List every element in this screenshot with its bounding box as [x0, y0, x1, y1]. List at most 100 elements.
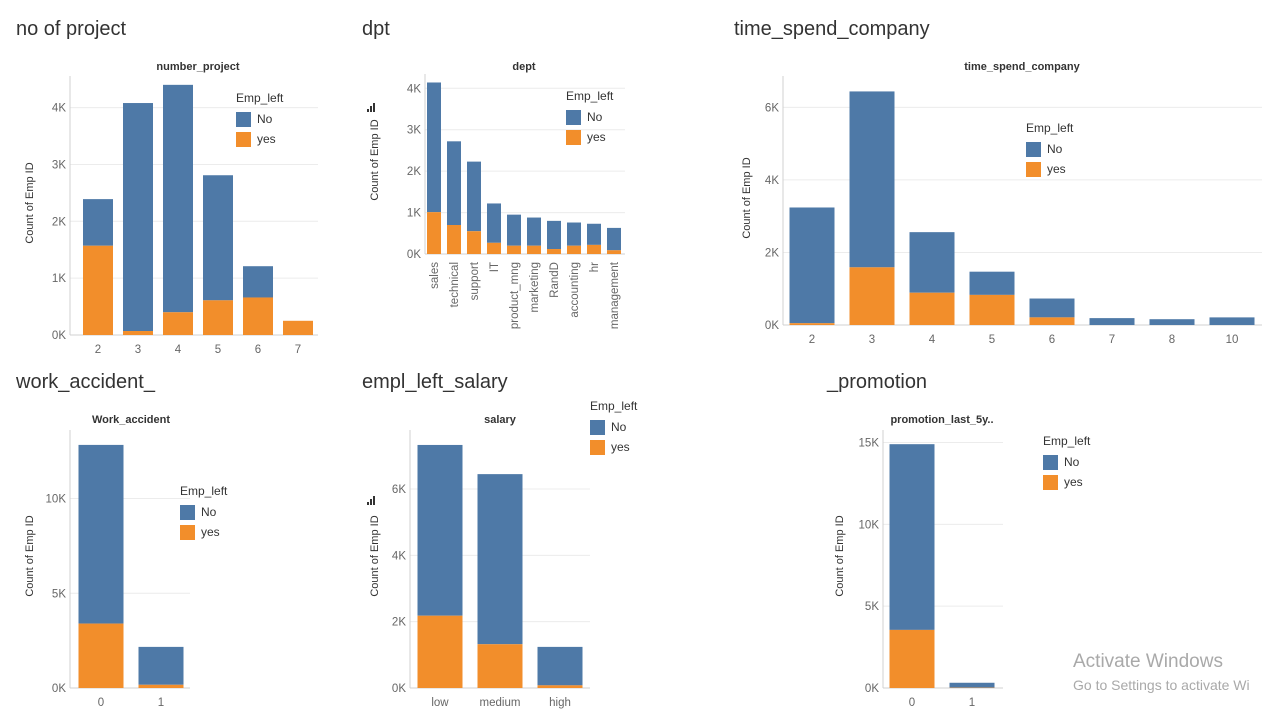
x-tick-label: 3: [869, 334, 875, 346]
bar-yes-support: [467, 231, 481, 254]
bar-yes-1: [138, 684, 184, 688]
x-tick-label: 4: [929, 334, 936, 346]
bar-yes-3: [849, 267, 895, 325]
x-tick-label: product_mng: [509, 262, 521, 329]
legend-label: yes: [1064, 475, 1083, 489]
bar-no-low: [417, 444, 463, 616]
y-tick-label: 0K: [52, 683, 66, 695]
field-menu-icon-bar: [370, 499, 372, 505]
x-tick-label: 2: [809, 334, 815, 346]
x-tick-label: RandD: [549, 262, 561, 298]
bar-no-2: [789, 207, 835, 324]
y-tick-label: 10K: [46, 494, 67, 506]
chart-promotion: promotion_last_5y.. 0K 5K 10K 15K Count of Em…: [834, 414, 1003, 709]
x-tick-label: 1: [969, 697, 975, 709]
y-tick-label: 4K: [52, 103, 66, 115]
bar-no-0: [78, 444, 124, 624]
legend-label: yes: [587, 130, 606, 144]
y-tick-label: 3K: [52, 159, 66, 171]
field-menu-icon-bar: [373, 496, 375, 505]
chart-title: number_project: [156, 61, 239, 73]
bar-no-marketing: [527, 217, 541, 246]
legend-swatch: [180, 504, 195, 520]
legend-dpt: Emp_left No yes: [566, 89, 613, 147]
y-tick-label: 3K: [407, 125, 421, 137]
chart-title: dept: [512, 61, 536, 73]
y-tick-label: 0K: [765, 320, 779, 332]
legend-swatch: [1026, 161, 1041, 177]
bar-no-3: [123, 103, 153, 332]
y-tick-label: 0K: [52, 330, 66, 342]
y-tick-label: 2K: [765, 247, 779, 259]
bar-no-high: [537, 646, 583, 686]
legend-item-yes: yes: [1043, 472, 1090, 492]
y-tick-label: 2K: [52, 216, 66, 228]
chart-title: Work_accident: [92, 414, 170, 426]
x-tick-label: 5: [215, 344, 221, 356]
x-tick-label: 6: [255, 344, 261, 356]
bar-no-support: [467, 161, 481, 232]
x-tick-label: 1: [158, 697, 164, 709]
bar-no-hr: [587, 223, 601, 245]
chart-no-of-project: number_project 0K 1K 2K 3K 4K Count of Emp ID 2…: [24, 61, 318, 356]
field-menu-icon-bar: [370, 106, 372, 112]
y-axis-label: Count of Emp ID: [834, 515, 846, 596]
legend-promotion: Emp_left No yes: [1043, 434, 1090, 492]
field-menu-icon: [367, 103, 375, 112]
y-tick-label: 2K: [392, 617, 406, 629]
bar-no-1: [138, 646, 184, 685]
legend-item-no: No: [1026, 139, 1073, 159]
bar-yes-4: [909, 292, 955, 325]
legend-label: No: [611, 420, 627, 434]
bar-no-product_mng: [507, 214, 521, 246]
bar-no-1: [949, 682, 995, 688]
y-tick-label: 15K: [859, 438, 880, 450]
legend-item-yes: yes: [566, 127, 613, 147]
sheet-title-work-accident: work_accident_: [16, 371, 155, 393]
bar-yes-5: [969, 294, 1015, 325]
legend-label: No: [1047, 142, 1063, 156]
legend-title: Emp_left: [566, 89, 614, 103]
x-tick-label: marketing: [529, 262, 541, 313]
y-tick-label: 6K: [392, 484, 406, 496]
legend-item-no: No: [236, 109, 283, 129]
sheet-title-dpt: dpt: [362, 18, 390, 40]
bar-yes-2: [789, 323, 835, 325]
legend-item-yes: yes: [1026, 159, 1073, 179]
bar-no-6: [1029, 298, 1075, 318]
bar-yes-0: [78, 623, 124, 688]
bar-yes-RandD: [547, 249, 561, 254]
bar-yes-2: [83, 245, 113, 335]
bar-yes-6: [1029, 317, 1075, 325]
bar-no-management: [607, 227, 621, 251]
legend-label: No: [587, 110, 603, 124]
bar-no-7: [1089, 318, 1135, 325]
activate-windows-title: Activate Windows: [1073, 651, 1223, 672]
legend-label: yes: [257, 132, 276, 146]
legend-label: No: [257, 112, 273, 126]
x-tick-label: 8: [1169, 334, 1175, 346]
legend-label: No: [201, 505, 217, 519]
y-axis-label: Count of Emp ID: [741, 157, 753, 238]
bar-yes-hr: [587, 244, 601, 254]
chart-title: salary: [484, 414, 517, 426]
sheet-title-time-spend-company: time_spend_company: [734, 18, 930, 40]
y-tick-label: 10K: [859, 519, 880, 531]
field-menu-icon-bar: [367, 502, 369, 505]
legend-item-yes: yes: [180, 522, 227, 542]
activate-windows-subtitle: Go to Settings to activate Wi: [1073, 677, 1250, 693]
y-tick-label: 2K: [407, 166, 421, 178]
bar-yes-product_mng: [507, 245, 521, 254]
x-tick-label: IT: [489, 262, 501, 272]
legend-swatch: [590, 439, 605, 455]
legend-swatch: [590, 419, 605, 435]
y-axis-label: Count of Emp ID: [369, 515, 381, 596]
bar-yes-sales: [427, 212, 441, 254]
legend-swatch: [1043, 474, 1058, 490]
y-tick-label: 1K: [407, 208, 421, 220]
bar-yes-0: [889, 629, 935, 688]
chart-title: promotion_last_5y..: [890, 414, 993, 426]
bar-yes-4: [163, 312, 193, 335]
y-tick-label: 6K: [765, 102, 779, 114]
